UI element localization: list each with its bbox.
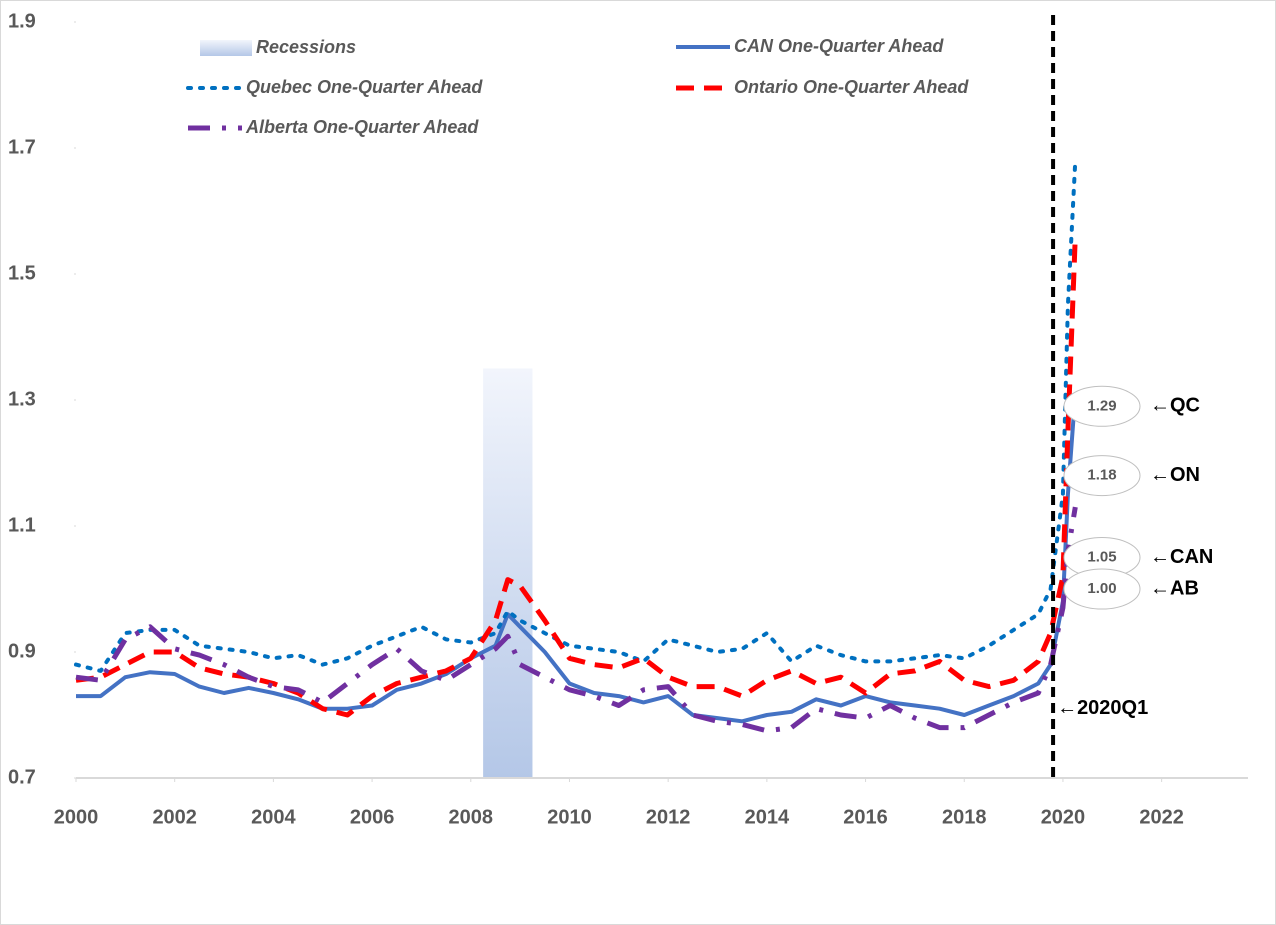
callout-value: 1.18: [1087, 467, 1116, 484]
callout-tag: ←CAN: [1150, 546, 1213, 568]
series-line: [74, 158, 1078, 673]
legend-swatch: [200, 40, 252, 56]
legend-label: Recessions: [256, 37, 356, 57]
series-line: [76, 393, 1078, 724]
callout-tag: ←AB: [1150, 577, 1199, 599]
x-tick-label: 2016: [843, 806, 888, 828]
callout-value: 1.05: [1087, 548, 1116, 565]
recession-band: [483, 368, 533, 778]
x-tick-label: 2022: [1139, 806, 1184, 828]
callout-tag: ←QC: [1150, 395, 1200, 417]
event-label: ←2020Q1: [1057, 697, 1148, 719]
series-line: [75, 506, 1078, 734]
callout-bubble: [1063, 385, 1141, 427]
callout-bubble: [1063, 455, 1141, 497]
callout-value: 1.29: [1087, 397, 1116, 414]
callout-bubble: [1063, 568, 1141, 610]
x-tick-label: 2008: [449, 806, 494, 828]
y-tick-label: 1.7: [8, 136, 36, 158]
x-tick-label: 2018: [942, 806, 987, 828]
callout-value: 1.00: [1087, 580, 1116, 597]
x-tick-label: 2014: [745, 806, 790, 828]
y-tick-label: 1.3: [8, 388, 36, 410]
callout-tag: ←ON: [1150, 464, 1200, 486]
series-line: [75, 236, 1078, 718]
x-tick-label: 2012: [646, 806, 691, 828]
y-tick-label: 0.9: [8, 640, 36, 662]
y-tick-label: 1.1: [8, 514, 36, 536]
y-tick-label: 1.5: [8, 262, 36, 284]
x-tick-label: 2020: [1041, 806, 1086, 828]
legend-label: CAN One-Quarter Ahead: [734, 36, 944, 56]
x-tick-label: 2010: [547, 806, 592, 828]
y-tick-label: 0.7: [8, 766, 36, 788]
legend-label: Ontario One-Quarter Ahead: [734, 77, 969, 97]
x-tick-label: 2002: [152, 806, 197, 828]
x-tick-label: 2004: [251, 806, 296, 828]
x-tick-label: 2000: [54, 806, 99, 828]
x-tick-label: 2006: [350, 806, 395, 828]
legend-label: Quebec One-Quarter Ahead: [246, 77, 483, 97]
legend-label: Alberta One-Quarter Ahead: [245, 117, 479, 137]
y-tick-label: 1.9: [8, 10, 36, 32]
